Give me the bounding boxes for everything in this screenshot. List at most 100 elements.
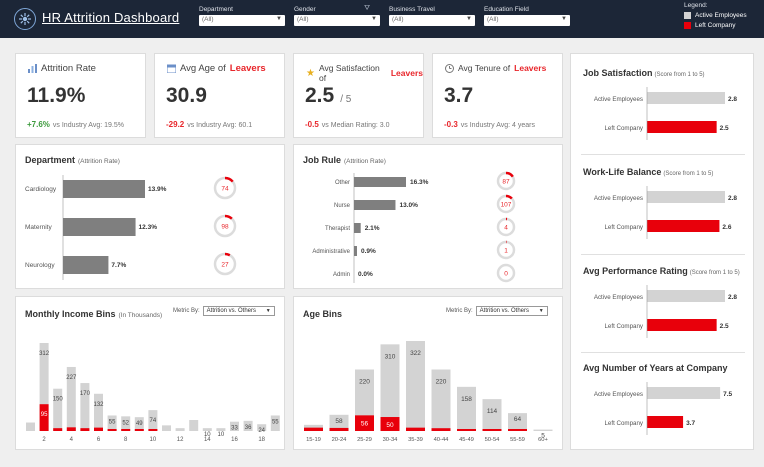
- rp-bar-left: [647, 220, 720, 232]
- income-bar-label: 33: [231, 426, 238, 432]
- age-bar-active: [508, 413, 527, 431]
- dept-label: Neurology: [25, 262, 55, 269]
- age-bar-label: 158: [461, 396, 472, 403]
- chevron-down-icon: ▼: [538, 308, 544, 314]
- age-title: Age Bins: [303, 309, 343, 319]
- dept-label: Maternity: [25, 224, 52, 231]
- rp-value: 2.8: [728, 96, 737, 103]
- kpi-compare: +7.6% vs Industry Avg: 19.5%: [27, 120, 124, 129]
- chevron-down-icon: ▼: [466, 16, 472, 22]
- income-bar-active: [26, 422, 35, 431]
- income-bar-active: [121, 416, 131, 431]
- rp-value: 2.5: [720, 125, 729, 132]
- income-bar-label: 24: [258, 428, 265, 434]
- filter-education-field-select[interactable]: (All) ▼: [484, 15, 570, 26]
- filter-education-field: Education Field (All) ▼: [484, 6, 570, 26]
- kpi-title: Attrition Rate: [28, 63, 96, 74]
- chevron-down-icon: ▼: [371, 16, 377, 22]
- age-bar-left: [508, 429, 527, 431]
- rp-value: 2.6: [722, 224, 731, 231]
- dept-donut-arc: [224, 176, 234, 183]
- income-bar-label: 55: [109, 419, 116, 425]
- kpi-card-avg-age[interactable]: Avg Age of Leavers 30.9 -29.2 vs Industry …: [154, 53, 285, 138]
- dept-value: 12.3%: [139, 224, 158, 231]
- age-bar-active: [380, 344, 400, 431]
- job-label: Admin: [333, 272, 350, 278]
- rp-bar-left: [647, 319, 717, 331]
- income-bar-active: [189, 420, 199, 431]
- age-bar-label: 114: [487, 408, 498, 415]
- income-bar-active: [270, 415, 280, 431]
- kpi-card-avg-tenure[interactable]: Avg Tenure of Leavers 3.7 -0.3 vs Industry…: [432, 53, 563, 138]
- income-bar-active: [230, 421, 239, 431]
- income-card: Monthly Income Bins (In Thousands) Metric…: [15, 296, 285, 450]
- kpi-value: 2.5/ 5: [305, 84, 352, 107]
- age-bar-label: 220: [359, 379, 370, 386]
- rp-value: 3.7: [686, 420, 695, 427]
- filter-department-select[interactable]: (All) ▼: [199, 15, 285, 26]
- income-bar-active: [107, 415, 117, 431]
- income-metric: Metric By: Attrition vs. Others ▼: [173, 306, 275, 316]
- age-bar-left: [482, 429, 502, 431]
- job-value: 0.9%: [361, 248, 376, 255]
- kpi-value: 11.9%: [27, 84, 86, 107]
- income-title: Monthly Income Bins (In Thousands): [25, 309, 163, 319]
- rp-bar-active: [647, 92, 725, 104]
- kpi-compare: -0.3 vs Industry Avg: 4 years: [444, 120, 535, 129]
- age-tick: 45-49: [459, 437, 474, 443]
- filter-label: Department: [199, 6, 233, 13]
- age-bar-label: 64: [514, 416, 522, 423]
- divider: [581, 154, 745, 155]
- funnel-icon[interactable]: ⛛: [364, 5, 370, 12]
- age-bar-left: [457, 429, 476, 431]
- income-tick: 14: [204, 437, 211, 443]
- age-bar-left: [406, 427, 425, 431]
- income-bar-label: 132: [93, 402, 104, 408]
- chevron-down-icon: ▼: [265, 308, 271, 314]
- age-metric-select[interactable]: Attrition vs. Others ▼: [475, 306, 548, 316]
- income-bar-active: [162, 425, 171, 431]
- age-bar-left: [329, 427, 349, 431]
- rp-bar-left: [647, 416, 684, 428]
- department-card: Department (Attrition Rate) Cardiology 13.…: [15, 144, 285, 289]
- age-bar-label: 5: [541, 433, 545, 440]
- age-bar-active: [329, 414, 349, 431]
- income-left-label: 95: [41, 412, 48, 418]
- job-value: 16.3%: [410, 179, 429, 186]
- kpi-card-attrition[interactable]: Attrition Rate 11.9% +7.6% vs Industry Av…: [15, 53, 146, 138]
- income-bar-active: [66, 366, 76, 431]
- department-title: Department (Attrition Rate): [25, 155, 120, 165]
- age-card: Age Bins Metric By: Attrition vs. Others…: [293, 296, 563, 450]
- income-metric-select[interactable]: Attrition vs. Others ▼: [202, 306, 275, 316]
- clock-icon: [445, 63, 454, 73]
- jobrole-card: Job Rule (Attrition Rate) Other 16.3% 87 Nur…: [293, 144, 563, 289]
- kpi-card-avg-satisfaction[interactable]: ★ Avg Satisfaction of Leavers 2.5/ 5 -0.5…: [293, 53, 424, 138]
- job-donut-count: 107: [501, 202, 512, 209]
- age-tick: 55-59: [510, 437, 525, 443]
- income-tick: 4: [70, 437, 74, 443]
- filter-gender-select[interactable]: (All) ▼: [294, 15, 380, 26]
- job-bar: [354, 177, 406, 187]
- income-bar-active: [216, 428, 226, 431]
- age-chart: 15-19 58 20-24 220 56 25-29 310 50 30-34 322 35-39…: [304, 341, 553, 443]
- filter-department: Department (All) ▼: [199, 6, 285, 26]
- filter-business-travel-select[interactable]: (All) ▼: [389, 15, 475, 26]
- rp-row-label: Active Employees: [594, 195, 643, 202]
- age-bar-active: [482, 399, 502, 431]
- legend-swatch: [684, 12, 691, 19]
- income-bar-label: 312: [39, 351, 50, 357]
- rp-row-label: Left Company: [604, 323, 643, 330]
- rp-value: 7.5: [723, 391, 732, 398]
- rp-bar-active: [647, 191, 725, 203]
- age-bar-active: [431, 369, 451, 431]
- income-bar-label: 52: [122, 420, 129, 426]
- age-bar-label: 322: [410, 350, 421, 357]
- years-title: Avg Number of Years at Company: [583, 363, 728, 373]
- legend-title: Legend:: [684, 2, 708, 9]
- legend-swatch: [684, 22, 691, 29]
- age-bar-label: 58: [335, 418, 343, 425]
- job-donut-arc: [505, 194, 513, 200]
- star-icon: ★: [306, 67, 315, 79]
- rp-value: 2.8: [728, 294, 737, 301]
- app-title: HR Attrition Dashboard: [42, 10, 180, 25]
